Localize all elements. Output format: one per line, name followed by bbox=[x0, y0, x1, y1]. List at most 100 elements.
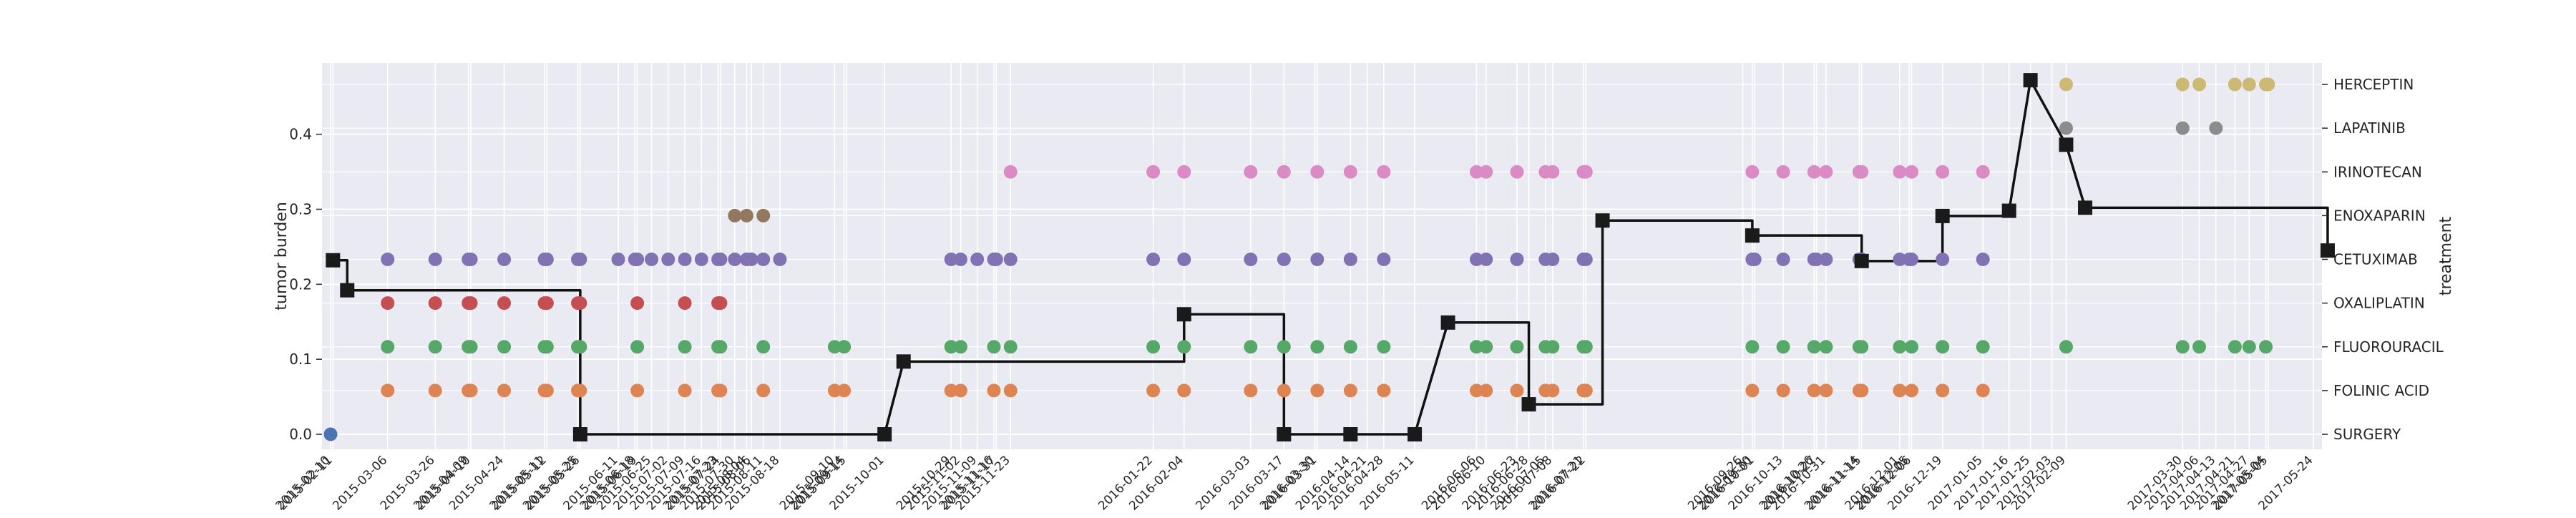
treatment-point bbox=[2228, 77, 2242, 92]
treatment-point bbox=[713, 296, 728, 311]
treatment-point bbox=[1310, 340, 1324, 354]
treatment-point bbox=[1310, 253, 1324, 266]
y-axis-label: tumor burden bbox=[273, 202, 291, 311]
treatment-point bbox=[1936, 165, 1950, 179]
treatment-point bbox=[1904, 165, 1918, 179]
treatment-point bbox=[827, 340, 841, 354]
treatment-point bbox=[1976, 165, 1990, 179]
treatment-point bbox=[540, 383, 554, 398]
treatment-point bbox=[1579, 165, 1593, 179]
treatment-point bbox=[540, 253, 554, 266]
treatment-point bbox=[1177, 340, 1191, 354]
treatment-point bbox=[1807, 340, 1821, 354]
treatment-point bbox=[1855, 165, 1869, 179]
treatment-point bbox=[1936, 340, 1950, 354]
y-tick-label: 0.0 bbox=[289, 426, 312, 443]
treatment-point bbox=[645, 253, 659, 266]
treatment-point bbox=[1343, 165, 1357, 179]
treatment-point bbox=[2059, 340, 2073, 354]
tumor-burden-point bbox=[1521, 397, 1536, 412]
treatment-point bbox=[1904, 340, 1918, 354]
y2-tick-label: CETUXIMAB bbox=[2333, 251, 2418, 268]
treatment-point bbox=[2242, 340, 2256, 354]
treatment-point bbox=[630, 296, 645, 311]
treatment-point bbox=[713, 253, 728, 266]
treatment-point bbox=[1377, 340, 1391, 354]
treatment-point bbox=[1976, 253, 1990, 266]
treatment-point bbox=[1546, 383, 1560, 398]
treatment-point bbox=[1510, 340, 1524, 354]
treatment-point bbox=[1469, 253, 1483, 266]
treatment-point bbox=[744, 253, 758, 266]
treatment-point bbox=[1277, 383, 1291, 398]
treatment-point bbox=[678, 340, 692, 354]
treatment-point bbox=[464, 296, 478, 311]
treatment-point bbox=[756, 253, 771, 266]
treatment-point bbox=[630, 253, 645, 266]
treatment-point bbox=[540, 296, 554, 311]
treatment-point bbox=[837, 340, 852, 354]
treatment-point bbox=[497, 340, 512, 354]
treatment-point bbox=[573, 253, 587, 266]
treatment-point bbox=[944, 383, 958, 398]
treatment-point bbox=[1893, 165, 1907, 179]
treatment-point bbox=[1003, 165, 1018, 179]
treatment-point bbox=[1546, 253, 1560, 266]
treatment-point bbox=[1003, 253, 1018, 266]
tumor-burden-point bbox=[1745, 228, 1760, 243]
treatment-point bbox=[428, 253, 442, 266]
treatment-point bbox=[1310, 383, 1324, 398]
treatment-point bbox=[953, 253, 967, 266]
treatment-point bbox=[1479, 383, 1493, 398]
treatment-point bbox=[1343, 383, 1357, 398]
treatment-point bbox=[1510, 165, 1524, 179]
treatment-point bbox=[1377, 165, 1391, 179]
treatment-point bbox=[713, 383, 728, 398]
treatment-point bbox=[1003, 340, 1018, 354]
treatment-point bbox=[428, 340, 442, 354]
y2-tick-label: LAPATINIB bbox=[2333, 119, 2406, 137]
treatment-point bbox=[1469, 340, 1483, 354]
treatment-point bbox=[1343, 253, 1357, 266]
tumor-burden-point bbox=[2001, 203, 2016, 218]
treatment-point bbox=[2261, 77, 2275, 92]
treatment-point bbox=[1855, 340, 1869, 354]
treatment-point bbox=[1146, 253, 1161, 266]
treatment-point bbox=[944, 253, 958, 266]
tumor-burden-point bbox=[1595, 213, 1610, 228]
treatment-point bbox=[1904, 383, 1918, 398]
tumor-burden-point bbox=[1440, 315, 1455, 330]
treatment-point bbox=[428, 383, 442, 398]
treatment-point bbox=[2228, 340, 2242, 354]
treatment-point bbox=[1936, 253, 1950, 266]
y-tick-label: 0.2 bbox=[289, 275, 312, 293]
treatment-point bbox=[1479, 340, 1493, 354]
treatment-point bbox=[661, 253, 675, 266]
treatment-point bbox=[1479, 165, 1493, 179]
treatment-point bbox=[2192, 77, 2207, 92]
treatment-point bbox=[2209, 121, 2223, 135]
treatment-point bbox=[573, 383, 587, 398]
treatment-point bbox=[381, 340, 395, 354]
treatment-point bbox=[1479, 253, 1493, 266]
treatment-point bbox=[2259, 340, 2273, 354]
tumor-burden-point bbox=[896, 354, 911, 369]
y2-tick-label: FLUOROURACIL bbox=[2333, 338, 2444, 356]
treatment-point bbox=[827, 383, 841, 398]
y2-tick-label: ENOXAPARIN bbox=[2333, 207, 2426, 224]
tumor-burden-point bbox=[340, 283, 355, 298]
treatment-point bbox=[1936, 383, 1950, 398]
treatment-point bbox=[2242, 77, 2256, 92]
treatment-point bbox=[1469, 165, 1483, 179]
treatment-point bbox=[630, 383, 645, 398]
tumor-burden-point bbox=[2059, 137, 2074, 152]
treatment-point bbox=[1819, 165, 1833, 179]
tumor-burden-point bbox=[1277, 427, 1292, 442]
treatment-point bbox=[756, 383, 771, 398]
treatment-point bbox=[497, 383, 512, 398]
treatment-point bbox=[1244, 165, 1258, 179]
treatment-point bbox=[1510, 383, 1524, 398]
treatment-point bbox=[773, 253, 787, 266]
treatment-point bbox=[497, 296, 512, 311]
